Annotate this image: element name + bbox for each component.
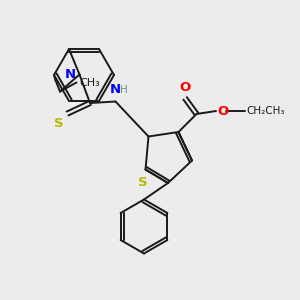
Text: N: N: [65, 68, 76, 81]
Text: N: N: [110, 83, 121, 96]
Text: CH₂CH₃: CH₂CH₃: [246, 106, 284, 116]
Text: CH₃: CH₃: [79, 77, 100, 88]
Text: O: O: [218, 104, 229, 118]
Text: O: O: [179, 81, 191, 94]
Text: S: S: [138, 176, 148, 189]
Text: H: H: [120, 85, 128, 95]
Text: S: S: [54, 117, 64, 130]
